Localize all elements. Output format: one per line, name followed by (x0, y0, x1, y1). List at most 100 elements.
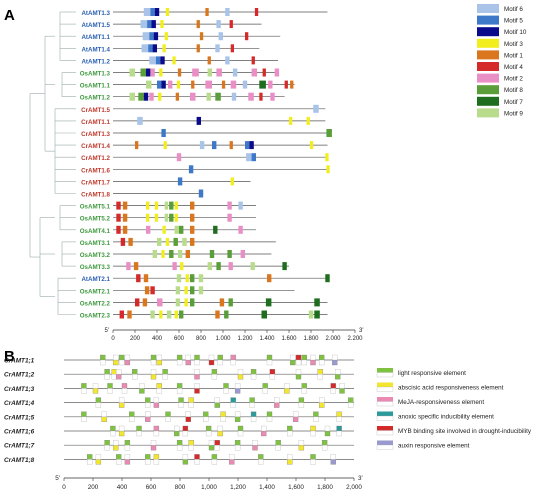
gene-row: OsAMT2.3 (80, 310, 328, 320)
motif-box (173, 237, 178, 246)
cis-element-outline (116, 369, 122, 375)
cis-element-box (234, 440, 241, 446)
cis-element-outline (92, 383, 99, 389)
cis-element-outline (310, 430, 316, 437)
gene-name-label: OsAMT1.1 (80, 83, 111, 90)
cis-element-box (110, 425, 116, 432)
cis-element-box (208, 445, 215, 451)
gene-row: CrAMT1.8 (81, 189, 204, 199)
cis-element-box (116, 454, 122, 460)
cis-element-box (121, 383, 128, 389)
motif-box (227, 250, 232, 258)
motif-box (219, 298, 225, 307)
cis-element-box (185, 359, 191, 366)
motif-box (270, 92, 275, 101)
legend-swatch (477, 38, 499, 48)
promoter-name-label: CrAMT1;3 (4, 386, 35, 393)
legend-label: light responsive element (398, 370, 466, 377)
motif-box (165, 8, 170, 16)
promoter-diagram-svg: B CrAMT1;1CrAMT1;2CrAMT1;3CrAMT1;4CrAMT1… (4, 348, 532, 491)
legend-label: anoxic specific inducibility element (398, 414, 494, 421)
gene-row: AtAMT1.5 (81, 20, 262, 29)
cis-element-outline (81, 388, 87, 394)
motif-box (150, 8, 155, 16)
cis-element-outline (136, 430, 142, 437)
motif-box (149, 32, 154, 41)
cis-element-box (217, 430, 223, 437)
cis-element-box (176, 440, 183, 446)
cis-element-outline (214, 397, 220, 403)
motif-box (231, 92, 237, 101)
cis-element-box (182, 459, 189, 465)
motif-box (164, 213, 168, 222)
axis-tick-label: 200 (88, 484, 99, 491)
cis-element-outline (145, 402, 151, 408)
motif-box (245, 141, 250, 150)
motif-box (289, 116, 293, 125)
motif-box (251, 153, 256, 162)
cis-element-box (139, 388, 145, 394)
motif-box (314, 310, 320, 319)
motif-box (164, 32, 168, 41)
cis-element-box (95, 397, 102, 403)
cis-element-box (298, 445, 305, 451)
motif-box (133, 262, 139, 271)
cis-element-legend: light responsive element abscisic acid re… (376, 368, 532, 450)
cis-element-outline (211, 374, 218, 380)
legend-swatch (377, 426, 393, 431)
motif-box (227, 213, 232, 222)
motif-box (251, 56, 255, 65)
gene-name-label: AtAMT1.1 (81, 34, 110, 41)
motif-box (216, 262, 221, 271)
cis-element-box (153, 425, 160, 432)
motif-box (153, 32, 159, 41)
cis-element-outline (252, 440, 258, 446)
motif-box (172, 56, 176, 65)
motif-box (246, 153, 252, 162)
motif-box (116, 201, 121, 210)
promoter-row: CrAMT1;3 (4, 383, 354, 394)
cis-element-box (176, 383, 183, 389)
motif-box (190, 201, 195, 210)
motif-box (146, 225, 151, 234)
cis-element-box (107, 383, 113, 389)
axis-tick-label: 2,200 (347, 336, 363, 340)
cis-element-outline (203, 416, 209, 422)
motif-box (325, 274, 330, 283)
motif-box (242, 80, 248, 89)
gene-name-label: OsAMT2.3 (80, 313, 111, 320)
cis-element-box (136, 425, 142, 432)
motif-box (177, 250, 183, 258)
cis-element-outline (287, 454, 293, 460)
cis-element-outline (124, 354, 131, 361)
cis-element-box (310, 454, 316, 460)
motif-box (122, 201, 128, 210)
gene-row: OsAMT2.2 (80, 298, 328, 307)
cis-element-box (194, 454, 200, 460)
cis-element-box (310, 359, 316, 366)
cis-element-box (150, 445, 157, 451)
motif-box (142, 32, 150, 41)
motif-box (152, 44, 157, 53)
legend-swatch (477, 27, 499, 37)
cis-element-outline (182, 430, 189, 437)
motif-box (180, 262, 184, 271)
motif-box (163, 141, 167, 150)
gene-row: OsAMT1.1 (80, 80, 295, 90)
legend-swatch (377, 368, 393, 373)
motif-box (218, 32, 223, 41)
motif-box (228, 298, 233, 307)
cis-element-box (295, 374, 302, 380)
cis-element-outline (211, 459, 218, 465)
cis-element-box (261, 430, 267, 437)
panel-a-label: A (4, 7, 15, 24)
cis-element-outline (324, 425, 331, 432)
legend-label: Motif 6 (504, 6, 523, 13)
motif-box (146, 213, 150, 222)
cis-element-outline (104, 374, 110, 380)
cis-element-outline (230, 359, 236, 366)
promoter-row: CrAMT1;5 (4, 411, 354, 422)
motif-box (185, 250, 190, 258)
legend-label: Motif 1 (504, 52, 523, 59)
promoter-row: CrAMT1;7 (4, 440, 354, 451)
